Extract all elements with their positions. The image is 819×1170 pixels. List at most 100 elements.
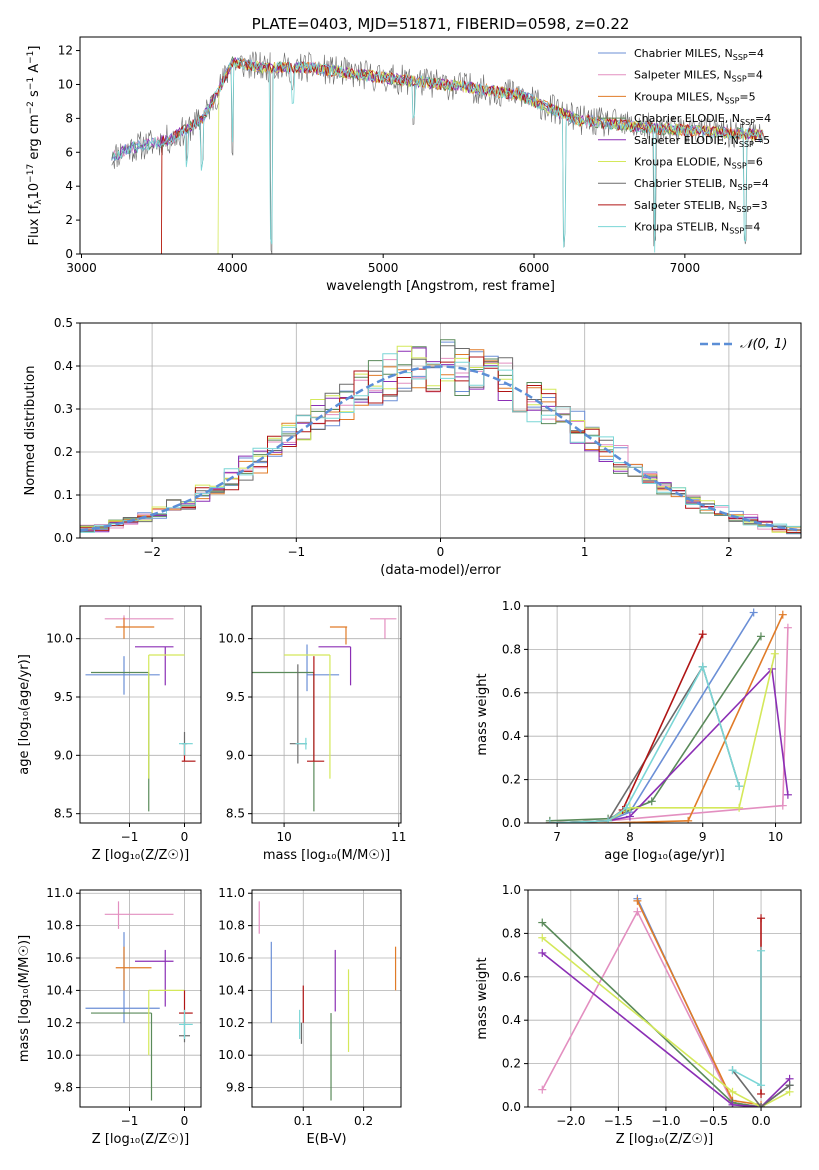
weight-series-kroupa_stelib	[728, 946, 766, 1090]
y-tick-label: 9.5	[226, 690, 245, 704]
errorbar-salpeter_elodie	[135, 949, 174, 1007]
errorbar-kroupa_stelib	[295, 737, 308, 750]
errorbar-kroupa_elodie	[148, 989, 185, 1056]
spectrum-x-axis-label: wavelength [Angstrom, rest frame]	[326, 279, 555, 294]
y-tick-label: 0.1	[54, 488, 73, 502]
legend-entry-chabrier_miles: Chabrier MILES, NSSP=4	[634, 47, 764, 62]
weight-series-salpeter_miles	[538, 907, 766, 1107]
y-tick-label: 0.0	[54, 531, 73, 545]
y-tick-label: 10.0	[46, 632, 73, 646]
errorbar-kroupa_miles	[115, 617, 155, 639]
mass_vs_ebv-x-axis-label: E(B-V)	[306, 1132, 346, 1147]
errorbar-chabrier_stelib	[289, 664, 308, 764]
x-tick-label: 1	[581, 545, 589, 559]
spectrum-y-axis-label: Flux [fλ10−17 erg cm−2 s−1 A−1]	[26, 46, 44, 246]
errorbar-kroupa_elodie	[284, 654, 331, 779]
mass_vs_Z-frame	[79, 889, 202, 1108]
legend-entry-chabrier_elodie: Chabrier ELODIE, NSSP=4	[634, 112, 771, 127]
y-tick-label: 9.5	[54, 690, 73, 704]
x-tick-label: 10	[276, 830, 291, 844]
x-tick-label: −1.5	[604, 1114, 633, 1128]
age_vs_Z-x-axis-label: Z [log₁₀(Z/Z☉)]	[92, 848, 189, 863]
errorbar-chabrier_elodie	[91, 671, 150, 812]
weight-series-salpeter_elodie	[538, 948, 794, 1107]
spectrum-plot-area	[111, 51, 764, 254]
x-tick-label: 0.0	[752, 1114, 771, 1128]
x-tick-label: −1.0	[651, 1114, 680, 1128]
x-tick-label: 2	[725, 545, 733, 559]
y-tick-label: 10.0	[218, 1048, 245, 1062]
weight_vs_Z-y-axis-label: mass weight	[475, 957, 490, 1039]
age_vs_mass-x-axis-label: mass [log₁₀(M/M☉)]	[263, 848, 390, 863]
y-tick-label: 12	[58, 44, 73, 58]
y-tick-label: 10.8	[46, 919, 73, 933]
errorbar-kroupa_elodie	[148, 654, 185, 779]
weight_vs_age-frame	[527, 605, 802, 824]
age_vs_mass-panel: 10 11 8.5 9.0 9.5 10.0 mass [log₁₀(M/M☉)]	[218, 605, 406, 863]
legend-entry-salpeter_miles: Salpeter MILES, NSSP=4	[634, 69, 763, 84]
y-tick-label: 0.0	[502, 1100, 521, 1114]
residuals-y-axis-label: Normed distribution	[23, 366, 38, 496]
x-tick-label: 0	[181, 1114, 189, 1128]
y-tick-label: 10.2	[46, 1016, 73, 1030]
age_vs_mass-frame	[251, 605, 402, 824]
gaussian-curve	[80, 365, 801, 532]
age_vs_Z-y-axis-label: age [log₁₀(age/yr)]	[17, 654, 32, 775]
residuals-plot-area	[80, 323, 801, 538]
errorbar-kroupa_miles	[329, 626, 348, 645]
x-tick-label: 11	[391, 830, 406, 844]
x-tick-label: 3000	[66, 261, 97, 275]
y-tick-label: 0.6	[502, 970, 521, 984]
y-tick-label: 10.8	[218, 919, 245, 933]
y-tick-label: 10	[58, 77, 73, 91]
y-tick-label: 10.2	[218, 1016, 245, 1030]
x-tick-label: 4000	[217, 261, 248, 275]
weight_vs_age-x-axis-label: age [log₁₀(age/yr)]	[604, 848, 725, 863]
errorbar-salpeter_miles	[104, 615, 174, 627]
weight-series-salpeter_miles	[545, 623, 792, 823]
weight_vs_Z-frame	[527, 889, 802, 1108]
legend-entry-kroupa_miles: Kroupa MILES, NSSP=5	[634, 90, 756, 105]
residuals-panel: 𝒩(0, 1) −2 −1 0 1 2 0.0 0.1 0.2 0.3 0.4 0.5 (data-mo…	[23, 316, 802, 578]
mass_vs_ebv-panel: 0.1 0.2 9.8 10.0 10.2 10.4 10.6 10.8 11.0 E(B-V)	[218, 886, 402, 1147]
age_vs_Z-panel: −1 0 8.5 9.0 9.5 10.0 Z [log₁₀(Z/Z☉)] age [log₁…	[17, 605, 202, 863]
weight_vs_age-y-axis-label: mass weight	[475, 673, 490, 755]
mass_vs_Z-panel: −1 0 9.8 10.0 10.2 10.4 10.6 10.8 11.0 Z [log₁₀(Z…	[17, 886, 202, 1147]
x-tick-label: −2.0	[556, 1114, 585, 1128]
x-tick-label: 6000	[519, 261, 550, 275]
weight_vs_age-plot-area	[528, 606, 801, 823]
legend-entry-kroupa_elodie: Kroupa ELODIE, NSSP=6	[634, 156, 763, 171]
weight_vs_Z-plot-area	[528, 890, 801, 1107]
weight-series-salpeter_elodie	[545, 664, 792, 823]
age_vs_Z-frame	[79, 605, 202, 824]
y-tick-label: 10.0	[46, 1048, 73, 1062]
y-tick-label: 9.8	[226, 1081, 245, 1095]
errorbar-kroupa_miles	[115, 946, 152, 991]
errorbar-kroupa_stelib	[179, 1009, 193, 1039]
y-tick-label: 6	[65, 145, 73, 159]
y-tick-label: 1.0	[502, 599, 521, 613]
y-tick-label: 10.4	[46, 983, 73, 997]
residuals-x-axis-label: (data-model)/error	[380, 563, 501, 578]
mass_vs_Z-plot-area	[80, 890, 201, 1107]
weight_vs_Z-x-axis-label: Z [log₁₀(Z/Z☉)]	[616, 1132, 713, 1147]
weight_vs_age-panel: 7 8 9 10 0.0 0.2 0.4 0.6 0.8 1.0 age [log₁₀(age/yr…	[475, 599, 802, 863]
x-tick-label: 8	[626, 830, 634, 844]
age_vs_mass-plot-area	[252, 606, 401, 823]
y-tick-label: 0.4	[502, 729, 521, 743]
errorbar-chabrier_elodie	[252, 671, 315, 812]
y-tick-label: 0.4	[54, 359, 73, 373]
y-tick-label: 0.6	[502, 686, 521, 700]
errorbar-kroupa_stelib	[179, 743, 193, 756]
legend-entry-gaussian: 𝒩(0, 1)	[740, 337, 787, 352]
legend-entry-chabrier_stelib: Chabrier STELIB, NSSP=4	[634, 177, 769, 192]
mass_vs_Z-y-axis-label: mass [log₁₀(M/M☉)]	[17, 935, 32, 1062]
errorbar-chabrier_miles	[85, 656, 160, 695]
x-tick-label: −1	[121, 830, 139, 844]
errorbar-salpeter_miles	[104, 901, 174, 929]
y-tick-label: 8.5	[226, 807, 245, 821]
y-tick-label: 11.0	[46, 886, 73, 900]
y-tick-label: 0.2	[502, 773, 521, 787]
y-tick-label: 0.5	[54, 316, 73, 330]
y-tick-label: 9.0	[54, 748, 73, 762]
